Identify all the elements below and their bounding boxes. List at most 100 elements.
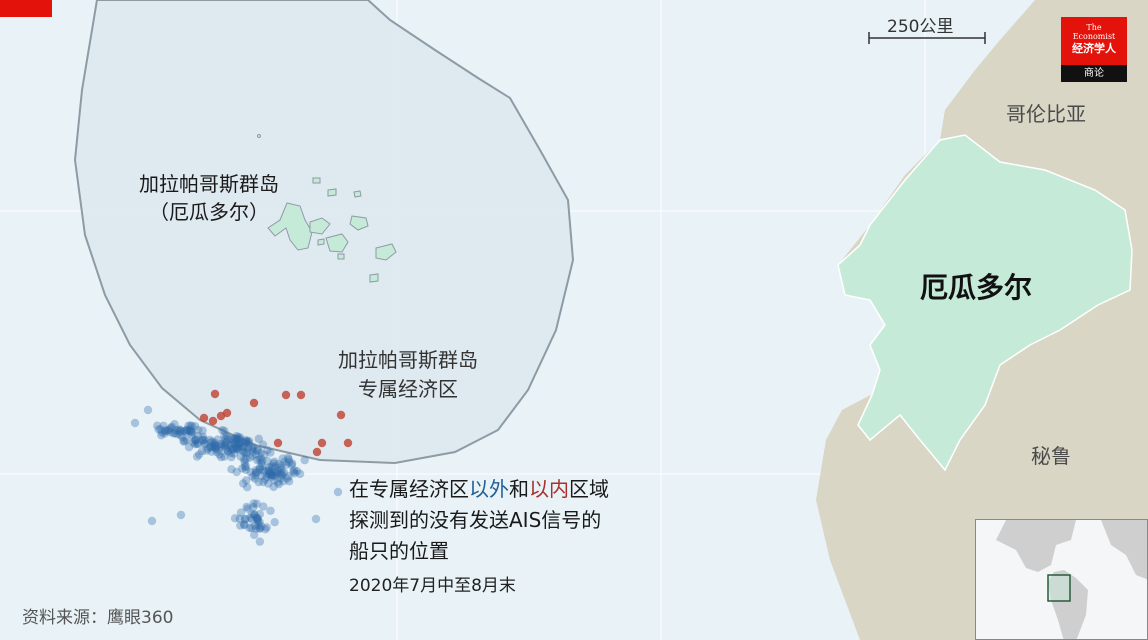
vessel-dot-outside — [197, 446, 207, 456]
vessel-dot-outside — [205, 435, 214, 445]
vessel-dot-outside — [203, 444, 213, 453]
vessel-dot-outside — [232, 467, 241, 477]
vessel-dot-outside — [228, 444, 238, 454]
vessel-dot-outside — [269, 482, 278, 492]
vessel-dot-outside — [258, 440, 268, 449]
locator-globe — [996, 520, 1147, 639]
vessel-dot-outside — [284, 455, 293, 464]
legend-line3: 船只的位置 — [349, 539, 449, 563]
vessel-dot-outside — [256, 448, 265, 457]
vessel-dot-outside — [232, 443, 242, 453]
vessel-dot-outside — [249, 503, 258, 512]
vessel-dot-outside — [253, 514, 262, 523]
vessel-dot-outside — [255, 518, 264, 527]
scale-label: 250公里 — [887, 17, 954, 37]
vessel-dot-outside — [170, 428, 180, 438]
vessel-dot-outside — [180, 437, 189, 446]
vessel-dot-outside — [236, 521, 245, 530]
vessel-dot-outside — [223, 446, 233, 455]
vessel-dot-outside — [266, 448, 275, 457]
ecuador-land — [837, 134, 1133, 472]
legend-text-b: 和 — [509, 477, 529, 501]
vessel-dot-outside — [179, 437, 188, 446]
vessel-dot-outside — [241, 438, 251, 447]
vessel-dot-outside — [207, 447, 216, 456]
vessel-dot-outside — [221, 434, 230, 444]
vessel-dot-outside — [187, 422, 196, 431]
vessel-dot-outside — [239, 442, 248, 451]
vessel-dot-outside — [241, 454, 251, 464]
galapagos-islands — [257, 134, 397, 283]
vessel-dot-outside — [165, 427, 175, 437]
vessel-dot-outside — [311, 514, 321, 524]
vessel-dots-outside-eez — [130, 405, 343, 546]
vessel-dot-outside — [257, 471, 266, 480]
vessel-dot-outside — [223, 447, 233, 456]
vessel-dot-outside — [267, 470, 276, 480]
vessel-dot-outside — [198, 436, 207, 445]
vessel-dot-outside — [283, 453, 293, 462]
vessel-dot-outside — [227, 445, 237, 454]
vessel-dot-outside — [221, 444, 230, 453]
galapagos-label: 加拉帕哥斯群岛 （厄瓜多尔） — [124, 170, 294, 226]
vessel-dot-outside — [250, 510, 259, 520]
vessel-dot-outside — [240, 448, 249, 457]
vessel-dot-outside — [285, 477, 294, 486]
vessel-dot-outside — [220, 432, 229, 441]
vessel-dot-outside — [160, 429, 169, 438]
vessel-dot-outside — [147, 516, 157, 526]
vessel-dot-outside — [242, 502, 251, 512]
vessel-dot-outside — [248, 444, 257, 454]
vessel-dot-outside — [220, 439, 230, 448]
vessel-dot-outside — [240, 458, 249, 467]
logo-bottom: 商论 — [1061, 65, 1127, 82]
vessel-dot-outside — [258, 465, 268, 475]
brand-red-bar — [0, 0, 52, 17]
vessel-dot-outside — [249, 499, 258, 508]
vessel-dot-outside — [215, 450, 224, 459]
legend-date: 2020年7月中至8月末 — [349, 576, 516, 596]
vessel-dot-outside — [255, 465, 264, 474]
vessel-dot-outside — [279, 477, 288, 486]
eez-label-line1: 加拉帕哥斯群岛 — [338, 348, 478, 372]
vessel-dot-outside — [274, 460, 283, 469]
vessel-dot-outside — [253, 446, 262, 455]
vessel-dot-inside — [208, 416, 218, 426]
vessel-dot-outside — [160, 426, 170, 435]
legend-outside: 以外 — [469, 477, 509, 501]
vessel-dot-inside — [317, 438, 327, 448]
vessel-dot-outside — [206, 443, 215, 452]
vessel-dot-outside — [180, 427, 189, 436]
vessel-dot-outside — [208, 442, 217, 451]
vessel-dot-outside — [200, 439, 209, 448]
vessel-dot-outside — [213, 435, 222, 444]
vessel-dot-outside — [265, 463, 274, 472]
vessel-dot-outside — [193, 432, 203, 441]
vessel-dot-outside — [218, 440, 227, 449]
vessel-dot-outside — [240, 520, 249, 529]
vessel-dot-outside — [253, 455, 262, 465]
vessel-dot-outside — [130, 418, 140, 428]
vessel-dot-outside — [260, 450, 269, 459]
vessel-dot-outside — [283, 474, 292, 483]
vessel-dot-outside — [212, 448, 222, 457]
vessel-dot-outside — [245, 523, 254, 533]
vessel-dot-outside — [262, 523, 271, 532]
vessel-dot-outside — [300, 455, 309, 465]
vessel-dot-outside — [234, 433, 243, 442]
vessel-dot-outside — [244, 443, 253, 452]
vessel-dot-outside — [251, 466, 261, 475]
vessel-dot-outside — [176, 426, 185, 435]
vessel-dot-outside — [264, 479, 273, 488]
vessel-dot-outside — [182, 425, 191, 435]
vessel-dot-outside — [255, 510, 264, 519]
vessel-dot-outside — [270, 457, 279, 466]
vessel-dot-outside — [187, 428, 196, 437]
vessel-dot-outside — [251, 524, 261, 533]
vessel-dot-outside — [276, 461, 286, 471]
vessel-dot-outside — [267, 462, 276, 471]
vessel-dot-outside — [208, 437, 217, 446]
vessel-dot-outside — [211, 442, 220, 451]
vessel-dot-outside — [277, 465, 286, 474]
vessel-dot-outside — [287, 459, 297, 468]
